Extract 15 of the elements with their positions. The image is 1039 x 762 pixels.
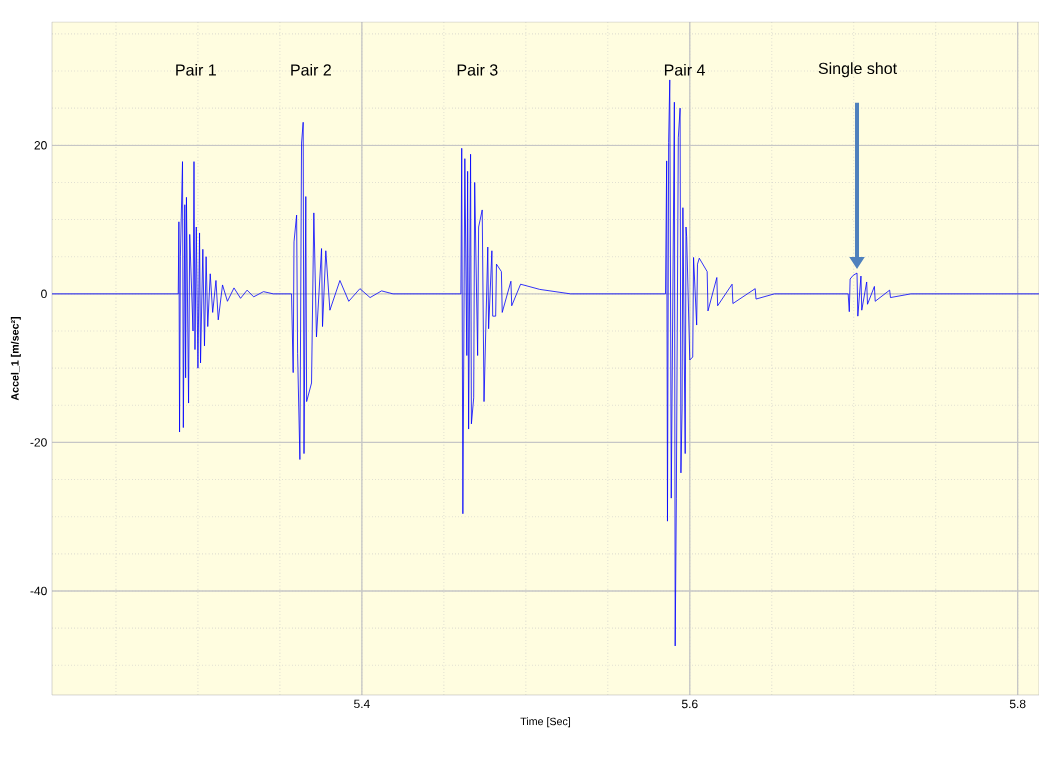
y-tick-label: -40 [30,586,47,596]
y-tick-label: 20 [34,141,47,150]
y-tick-label: -20 [30,438,47,447]
annotation: Pair 2 [291,63,331,76]
x-tick-label: 5.6 [681,699,698,709]
annotation: Pair 1 [176,63,216,76]
y-axis-title: Accel_1 [m/sec²] [10,317,21,401]
x-tick-label: 5.8 [1009,699,1026,709]
annotation: Pair 3 [457,63,498,76]
line-series [52,79,1039,647]
x-axis-title: Time [Sec] [520,717,571,728]
x-tick-label: 5.4 [354,699,370,709]
y-tick-label: 0 [41,289,47,299]
annotation: Pair 4 [664,63,705,76]
annotation: Single shot [818,62,897,78]
